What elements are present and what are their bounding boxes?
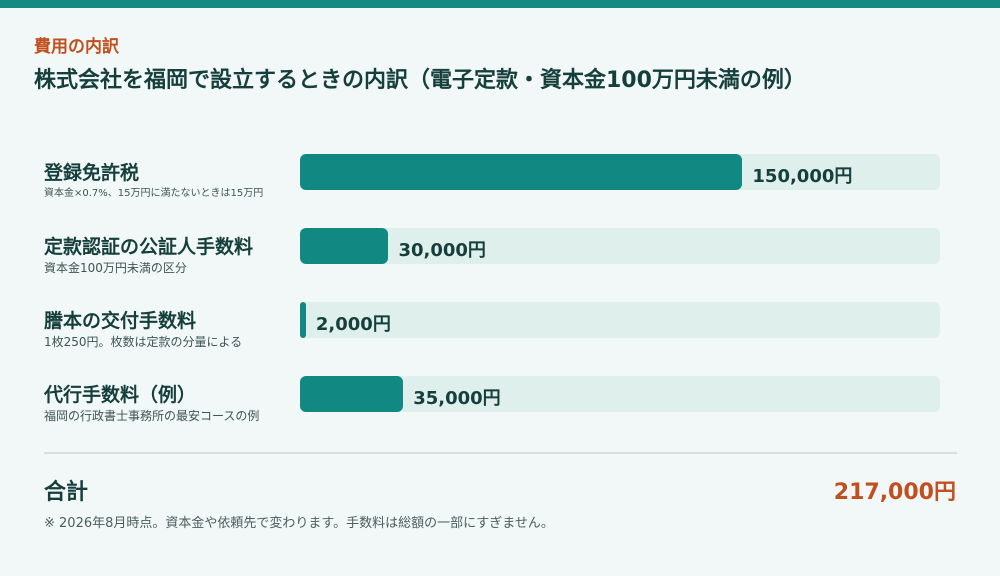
row-label-group: 定款認証の公証人手数料 資本金100万円未満の区分: [44, 235, 253, 276]
data-label: 35,000円: [413, 388, 501, 409]
total-label: 合計: [44, 480, 89, 505]
category-label: 謄本の交付手数料: [44, 310, 197, 332]
top-accent-strip: [0, 0, 1000, 8]
row-label-group: 謄本の交付手数料 1枚250円。枚数は定款の分量による: [44, 309, 242, 350]
data-label: 30,000円: [398, 240, 486, 261]
data-label: 2,000円: [315, 314, 391, 335]
category-label: 登録免許税: [44, 162, 140, 184]
category-note: 資本金×0.7%、15万円に満たないときは15万円: [44, 188, 264, 199]
data-label: 150,000円: [752, 166, 853, 187]
category-label: 代行手数料（例）: [44, 384, 197, 406]
section-eyebrow: 費用の内訳: [34, 37, 119, 57]
row-label-group: 代行手数料（例） 福岡の行政書士事務所の最安コースの例: [44, 383, 259, 424]
bar-track: 35,000円: [300, 376, 940, 412]
category-note: 資本金100万円未満の区分: [44, 261, 187, 275]
divider: [44, 452, 957, 454]
bar-transcript-fee: [300, 302, 306, 338]
bar-registration-tax: [300, 154, 743, 190]
footnote: ※ 2026年8月時点。資本金や依頼先で変わります。手数料は総額の一部にすぎませ…: [44, 516, 554, 531]
bar-track: 30,000円: [300, 228, 940, 264]
bar-track: 2,000円: [300, 302, 940, 338]
bar-notary-fee: [300, 228, 389, 264]
row-label-group: 登録免許税 資本金×0.7%、15万円に満たないときは15万円: [44, 161, 263, 202]
bar-agency-fee: [300, 376, 404, 412]
bar-track: 150,000円: [300, 154, 940, 190]
total-value: 217,000円: [833, 480, 956, 505]
category-note: 福岡の行政書士事務所の最安コースの例: [44, 409, 260, 423]
page-title: 株式会社を福岡で設立するときの内訳（電子定款・資本金100万円未満の例）: [34, 68, 806, 93]
category-note: 1枚250円。枚数は定款の分量による: [44, 335, 243, 349]
category-label: 定款認証の公証人手数料: [44, 236, 254, 258]
